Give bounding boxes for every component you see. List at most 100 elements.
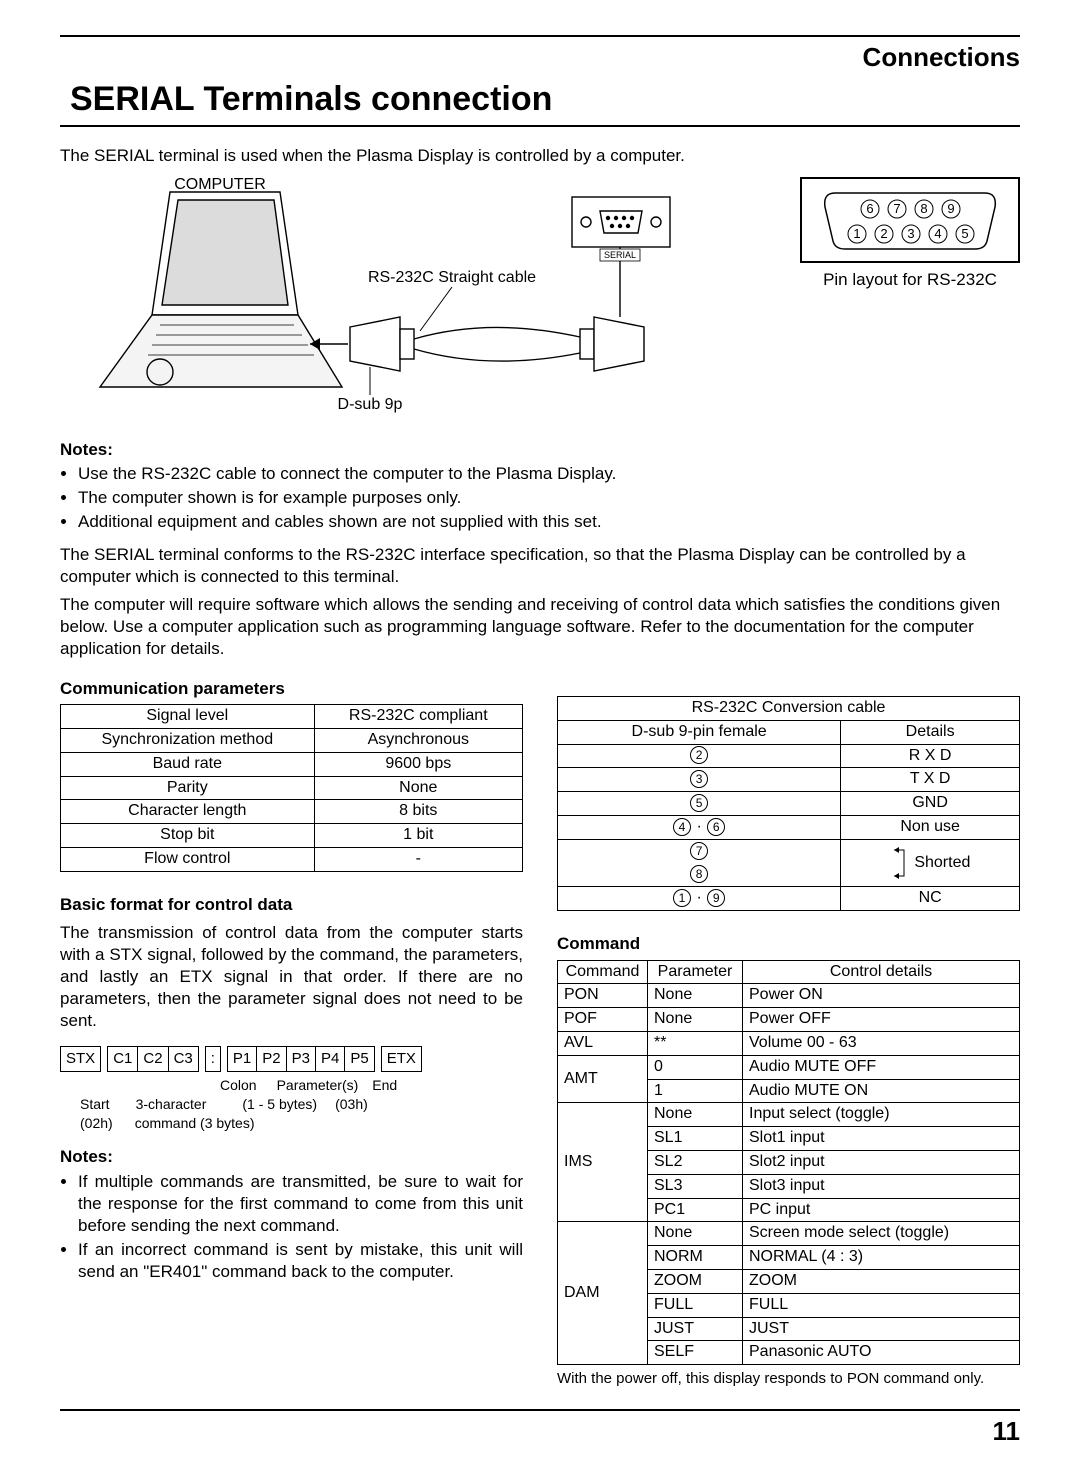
lbl-bytes: (1 - 5 bytes) (242, 1096, 317, 1112)
cmd-cell: IMS (558, 1103, 648, 1222)
conv-cell: T X D (841, 768, 1020, 792)
dsub-label: D-sub 9p (338, 396, 403, 413)
cmd-cell: None (648, 1008, 743, 1032)
cmd-cell: POF (558, 1008, 648, 1032)
conv-cell: GND (841, 792, 1020, 816)
cmd-cell: Slot3 input (743, 1174, 1020, 1198)
notes2-list: If multiple commands are transmitted, be… (60, 1171, 523, 1283)
page-number: 11 (60, 1415, 1020, 1449)
cmd-head: Control details (743, 960, 1020, 984)
cmd-cell: None (648, 984, 743, 1008)
comm-cell: RS-232C compliant (314, 705, 522, 729)
comm-cell: Baud rate (61, 752, 315, 776)
cmd-cell: 1 (648, 1079, 743, 1103)
cmd-cell: FULL (743, 1293, 1020, 1317)
svg-text:6: 6 (866, 201, 873, 216)
cmd-cell: PC input (743, 1198, 1020, 1222)
comm-cell: Flow control (61, 847, 315, 871)
cmd-cell: Audio MUTE OFF (743, 1055, 1020, 1079)
cmd-cell: Volume 00 - 63 (743, 1031, 1020, 1055)
cmd-cell: JUST (743, 1317, 1020, 1341)
lbl-params: Parameter(s) (277, 1077, 359, 1093)
notes2-heading: Notes: (60, 1146, 523, 1168)
p5-box: P5 (345, 1046, 374, 1072)
lbl-colon: Colon (220, 1077, 257, 1093)
c2-box: C2 (138, 1046, 168, 1072)
svg-text:8: 8 (920, 201, 927, 216)
cmd-cell: Panasonic AUTO (743, 1341, 1020, 1365)
lbl-start: Start (80, 1096, 110, 1112)
cmd-cell: NORMAL (4 : 3) (743, 1246, 1020, 1270)
top-rule (60, 35, 1020, 37)
cmd-cell: Screen mode select (toggle) (743, 1222, 1020, 1246)
comm-cell: Signal level (61, 705, 315, 729)
colon-box: : (205, 1046, 221, 1072)
cmd-cell: ZOOM (743, 1269, 1020, 1293)
comm-table: Signal levelRS-232C compliantSynchroniza… (60, 704, 523, 872)
svg-text:5: 5 (961, 226, 968, 241)
lbl-end: End (372, 1077, 397, 1093)
p2-box: P2 (257, 1046, 286, 1072)
command-footnote: With the power off, this display respond… (557, 1369, 1020, 1389)
cable-label: RS-232C Straight cable (368, 269, 536, 286)
cmd-head: Parameter (648, 960, 743, 984)
cmd-cell: ** (648, 1031, 743, 1055)
serial-label: SERIAL (604, 250, 636, 260)
right-col: RS-232C Conversion cable D-sub 9-pin fem… (557, 674, 1020, 1389)
pin-caption: Pin layout for RS-232C (800, 269, 1020, 291)
pin-layout: 6 7 8 9 1 2 3 4 5 Pin layout for RS-232C (800, 177, 1020, 291)
comm-heading: Communication parameters (60, 678, 523, 700)
svg-text:2: 2 (880, 226, 887, 241)
svg-text:1: 1 (853, 226, 860, 241)
conv-head-det: Details (841, 720, 1020, 744)
comm-cell: Character length (61, 800, 315, 824)
command-table: Command Parameter Control details PONNon… (557, 960, 1020, 1366)
comm-cell: None (314, 776, 522, 800)
cmd-cell: ZOOM (648, 1269, 743, 1293)
comm-cell: Asynchronous (314, 728, 522, 752)
left-col: Communication parameters Signal levelRS-… (60, 674, 523, 1293)
lbl-03h: (03h) (335, 1096, 368, 1112)
cmd-cell: SL1 (648, 1127, 743, 1151)
format-labels: Colon Parameter(s) End Start 3-character… (60, 1076, 523, 1133)
cmd-cell: SL2 (648, 1150, 743, 1174)
note-item: Use the RS-232C cable to connect the com… (78, 463, 1020, 485)
notes1-list: Use the RS-232C cable to connect the com… (60, 463, 1020, 533)
cmd-cell: JUST (648, 1317, 743, 1341)
section-label: Connections (60, 41, 1020, 75)
cmd-cell: 0 (648, 1055, 743, 1079)
computer-label: COMPUTER (174, 177, 266, 193)
page-title: SERIAL Terminals connection (70, 77, 1020, 121)
diagram-left: COMPUTER (60, 177, 786, 433)
note-item: If multiple commands are transmitted, be… (78, 1171, 523, 1237)
comm-cell: 9600 bps (314, 752, 522, 776)
pin-layout-icon: 6 7 8 9 1 2 3 4 5 (815, 185, 1005, 255)
note-item: The computer shown is for example purpos… (78, 487, 1020, 509)
conform-para: The SERIAL terminal conforms to the RS-2… (60, 544, 1020, 588)
comm-cell: 8 bits (314, 800, 522, 824)
cmd-cell: AMT (558, 1055, 648, 1103)
cmd-cell: Power OFF (743, 1008, 1020, 1032)
p3-box: P3 (287, 1046, 316, 1072)
conv-title: RS-232C Conversion cable (558, 697, 1020, 721)
comm-cell: 1 bit (314, 824, 522, 848)
bottom-rule (60, 1409, 1020, 1411)
cmd-cell: AVL (558, 1031, 648, 1055)
p4-box: P4 (316, 1046, 345, 1072)
conv-cell: NC (841, 887, 1020, 911)
cmd-cell: Input select (toggle) (743, 1103, 1020, 1127)
cmd-cell: NORM (648, 1246, 743, 1270)
conv-table: RS-232C Conversion cable D-sub 9-pin fem… (557, 696, 1020, 911)
conv-head-pin: D-sub 9-pin female (558, 720, 841, 744)
cmd-cell: SELF (648, 1341, 743, 1365)
cmd-cell: None (648, 1103, 743, 1127)
cmd-head: Command (558, 960, 648, 984)
svg-text:9: 9 (947, 201, 954, 216)
cmd-cell: Slot1 input (743, 1127, 1020, 1151)
svg-text:3: 3 (907, 226, 914, 241)
etx-box: ETX (381, 1046, 422, 1072)
connection-diagram: COMPUTER (60, 177, 700, 427)
cmd-cell: SL3 (648, 1174, 743, 1198)
cmd-cell: Slot2 input (743, 1150, 1020, 1174)
note-item: Additional equipment and cables shown ar… (78, 511, 1020, 533)
